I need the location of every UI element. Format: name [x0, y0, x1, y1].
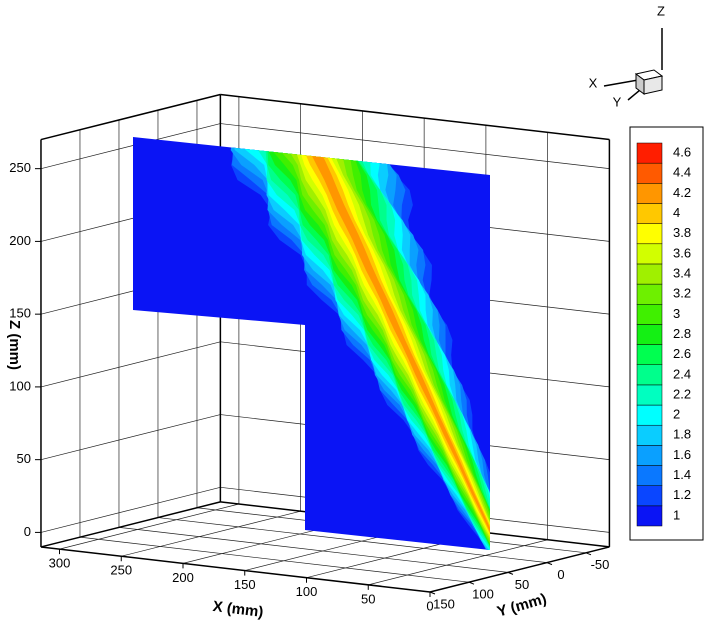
legend-swatch	[636, 223, 663, 245]
legend-swatch	[636, 344, 663, 365]
axis-triad: X Y Z	[589, 3, 665, 109]
legend-label: 3.8	[673, 225, 691, 240]
y-tick	[585, 552, 592, 556]
z-tick-label: 150	[9, 306, 31, 321]
grid-line	[79, 536, 470, 583]
box-edge	[220, 93, 610, 141]
x-tick-label: 250	[110, 563, 132, 578]
legend-label: 4.4	[673, 165, 691, 180]
legend-label: 1	[673, 507, 680, 522]
legend-label: 2.4	[673, 366, 691, 381]
y-tick-label: 0	[557, 567, 564, 582]
legend-label: 1.8	[673, 427, 691, 442]
y-tick	[429, 591, 436, 595]
grid-line	[157, 517, 548, 563]
legend-label: 4	[673, 205, 680, 220]
x-tick-label: 100	[296, 584, 318, 599]
contour-slice	[133, 137, 490, 550]
y-tick-label: 50	[515, 577, 529, 592]
legend-swatch	[636, 203, 663, 224]
triad-x-label: X	[589, 75, 598, 90]
x-axis-title: X (mm)	[212, 598, 265, 621]
legend-swatch	[636, 142, 663, 164]
z-tick-label: 250	[9, 160, 31, 175]
z-axis-title: Z (mm)	[6, 320, 23, 370]
y-tick-label: 150	[433, 596, 455, 611]
grid-line	[220, 123, 610, 169]
legend-swatch	[636, 384, 663, 406]
y-tick	[468, 581, 475, 585]
legend-label: 4.2	[673, 185, 691, 200]
legend-swatch	[636, 243, 663, 265]
legend-swatch	[636, 465, 663, 486]
x-tick-label: 150	[234, 577, 256, 592]
grid-line	[121, 510, 301, 557]
grid-line	[40, 486, 221, 533]
y-tick-label: -50	[591, 557, 610, 572]
legend-swatch	[636, 424, 663, 446]
z-tick-label: 100	[9, 378, 31, 393]
legend-label: 3.2	[673, 286, 691, 301]
legend-swatch	[636, 364, 663, 386]
legend-label: 2.6	[673, 346, 691, 361]
legend-label: 1.4	[673, 467, 691, 482]
y-tick	[546, 562, 553, 566]
legend-swatch	[636, 404, 663, 426]
grid-line	[59, 503, 239, 550]
legend-label: 4.6	[673, 145, 691, 160]
box-edge	[40, 501, 221, 548]
legend-label: 1.6	[673, 447, 691, 462]
legend-swatch	[636, 324, 663, 345]
z-tick-label: 0	[24, 524, 31, 539]
grid-line	[40, 123, 221, 169]
z-tick-label: 200	[9, 233, 31, 248]
triad-y-label: Y	[613, 94, 622, 109]
contour-band	[289, 137, 490, 550]
legend-swatch	[636, 445, 663, 466]
legend-label: 2.8	[673, 326, 691, 341]
x-tick-label: 0	[426, 598, 433, 613]
legend-label: 1.2	[673, 487, 691, 502]
triad-x-axis	[603, 79, 639, 87]
triad-cube-front	[643, 75, 663, 95]
y-tick-label: 100	[472, 587, 494, 602]
grid-line	[118, 527, 509, 573]
z-tick-label: 50	[17, 451, 31, 466]
grid-line	[40, 414, 221, 460]
legend-swatch	[636, 162, 663, 184]
legend-swatch	[636, 183, 663, 204]
x-tick-label: 300	[49, 556, 71, 571]
legend-swatch	[636, 505, 663, 527]
box-edge	[40, 546, 431, 593]
grid-line	[40, 341, 221, 388]
legend-label: 3	[673, 306, 680, 321]
triad-y-axis	[627, 89, 641, 101]
triad-z-label: Z	[657, 3, 665, 18]
y-axis-title: Y (mm)	[495, 590, 548, 620]
legend-swatch	[636, 263, 663, 285]
contour-band	[296, 137, 490, 550]
box-edge	[40, 93, 221, 141]
legend: 1 1.2 1.4 1.6 1.8 2 2.2 2.4 2.6 2.8 3 3.2 3.4 3.6 3.8 4…	[636, 142, 691, 527]
legend-label: 2	[673, 407, 680, 422]
legend-swatch	[636, 304, 663, 325]
x-tick-label: 50	[361, 591, 375, 606]
x-tick-label: 200	[172, 570, 194, 585]
legend-label: 3.6	[673, 245, 691, 260]
box-edge	[429, 546, 610, 593]
grid-line	[368, 539, 548, 586]
legend-swatch	[636, 485, 663, 507]
legend-swatch	[636, 283, 663, 305]
legend-label: 3.4	[673, 265, 691, 280]
y-tick	[507, 571, 514, 575]
legend-label: 2.2	[673, 386, 691, 401]
